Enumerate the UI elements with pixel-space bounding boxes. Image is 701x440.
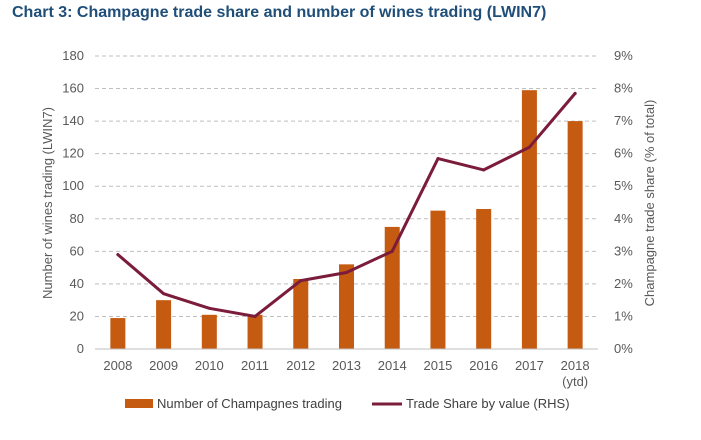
bar [476, 209, 492, 349]
legend-bar-swatch [125, 399, 153, 408]
trade-share-point [116, 253, 120, 257]
bar [110, 318, 126, 349]
bar [247, 314, 263, 349]
chart-title: Chart 3: Champagne trade share and numbe… [12, 4, 547, 21]
trade-share-point [345, 270, 348, 274]
bar [201, 314, 217, 349]
left-y-axis-title: Number of wines trading (LWIN7) [40, 107, 55, 299]
y2-tick-label: 8% [614, 81, 633, 96]
bars-series [110, 90, 583, 349]
y-tick-label: 80 [70, 211, 84, 226]
bar [521, 90, 537, 349]
bar [156, 300, 172, 349]
legend: Number of Champagnes trading Trade Share… [125, 396, 570, 411]
bar [567, 121, 583, 349]
y2-tick-label: 1% [614, 308, 633, 323]
y2-tick-label: 9% [614, 48, 633, 63]
x-tick-label: 2017 [515, 358, 544, 373]
right-y-axis-title: Champagne trade share (% of total) [642, 100, 657, 307]
right-y-axis-ticks: 0% 1% 2% 3% 4% 5% 6% 7% 8% 9% [614, 48, 633, 356]
y2-tick-label: 7% [614, 113, 633, 128]
y-tick-label: 100 [62, 178, 84, 193]
x-tick-label: 2013 [332, 358, 361, 373]
trade-share-point [253, 314, 257, 318]
trade-share-point [573, 91, 577, 95]
bar [430, 210, 446, 349]
x-tick-label: 2014 [378, 358, 407, 373]
trade-share-point [207, 306, 211, 310]
x-tick-label: 2010 [195, 358, 224, 373]
y-tick-label: 40 [70, 276, 84, 291]
x-tick-label: 2011 [241, 358, 269, 373]
y2-tick-label: 6% [614, 146, 633, 161]
trade-share-point [390, 249, 394, 253]
trade-share-series [116, 91, 577, 318]
x-tick-label: 2012 [286, 358, 315, 373]
trade-share-point [436, 157, 440, 161]
x-tick-label: 2016 [469, 358, 498, 373]
y-tick-label: 60 [70, 243, 84, 258]
y2-tick-label: 3% [614, 243, 633, 258]
left-y-axis-ticks: 0 20 40 60 80 100 120 140 160 180 [62, 48, 84, 356]
x-tick-label: 2018 [561, 358, 590, 373]
legend-bar-label: Number of Champagnes trading [157, 396, 342, 411]
x-tick-sublabel: (ytd) [562, 374, 588, 389]
bar [293, 279, 309, 349]
trade-share-point [482, 168, 486, 172]
y2-tick-label: 4% [614, 211, 633, 226]
y-tick-label: 180 [62, 48, 84, 63]
trade-share-point [299, 279, 303, 283]
x-axis-ticks: 2008 2009 2010 2011 2012 2013 2014 2015 2016 2017… [103, 358, 589, 389]
y2-tick-label: 5% [614, 178, 633, 193]
x-tick-label: 2015 [423, 358, 452, 373]
x-tick-label: 2008 [103, 358, 132, 373]
legend-line-label: Trade Share by value (RHS) [406, 396, 570, 411]
bar [339, 264, 354, 349]
y-tick-label: 120 [62, 146, 84, 161]
trade-share-point [527, 145, 531, 149]
y-tick-label: 160 [62, 81, 84, 96]
y2-tick-label: 2% [614, 276, 633, 291]
bar [384, 226, 400, 349]
trade-share-point [162, 292, 166, 296]
y2-tick-label: 0% [614, 341, 633, 356]
y-tick-label: 140 [62, 113, 84, 128]
y-tick-label: 0 [77, 341, 84, 356]
x-tick-label: 2009 [149, 358, 178, 373]
y-tick-label: 20 [70, 308, 84, 323]
